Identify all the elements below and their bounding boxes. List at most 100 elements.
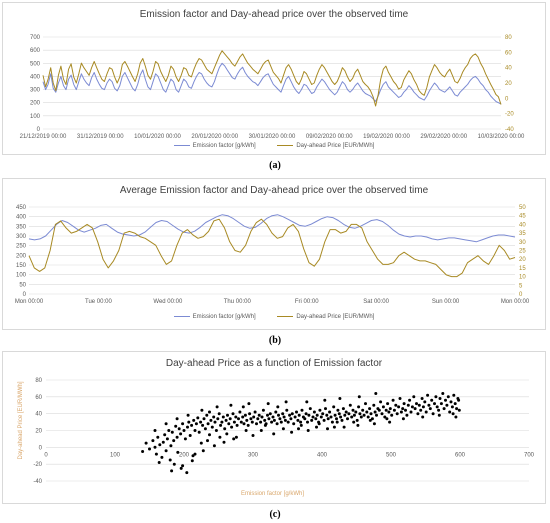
chart-c-point (420, 397, 424, 400)
chart-c-point (323, 398, 327, 402)
chart-a-y-right-tick: -40 (505, 127, 514, 133)
chart-c-point (352, 413, 356, 417)
chart-c-point (454, 415, 458, 419)
chart-c-point (272, 432, 276, 436)
chart-c-point (203, 427, 207, 431)
chart-a-y-left-tick: 600 (30, 48, 41, 54)
chart-a-x-tick: 19/02/2020 00:00 (363, 134, 410, 140)
chart-c-point (434, 395, 438, 399)
chart-c-point (213, 420, 217, 424)
chart-c-point (337, 412, 341, 416)
chart-c-point (394, 403, 398, 407)
chart-c-point (424, 410, 428, 414)
chart-c-y-tick: 40 (35, 412, 42, 418)
chart-c-point (370, 417, 374, 421)
chart-c-x-tick: 200 (179, 452, 190, 458)
legend-emission-swatch (173, 315, 190, 317)
chart-c-point (386, 402, 390, 406)
chart-c-y-tick: 60 (35, 395, 42, 401)
chart-c-point (380, 412, 384, 416)
chart-c-point (455, 407, 459, 411)
chart-c-point (167, 429, 171, 432)
chart-c-point (186, 425, 189, 429)
chart-c-point (369, 412, 373, 416)
chart-c-point (232, 437, 236, 441)
chart-c-point (338, 397, 342, 400)
chart-b-y-right-tick: 35 (519, 231, 526, 237)
chart-c-point (352, 420, 356, 424)
chart-c-point (405, 413, 409, 417)
chart-b-y-right-tick: 20 (519, 257, 526, 263)
chart-c-point (326, 417, 330, 421)
chart-c-y-tick: 20 (35, 429, 42, 435)
chart-c-point (413, 407, 417, 411)
chart-c-point (435, 405, 439, 409)
chart-b-x-tick: Fri 00:00 (295, 299, 319, 305)
legend-emission-swatch (173, 144, 190, 146)
chart-c-point (402, 402, 406, 406)
chart-c-point (300, 408, 304, 412)
chart-c-point (441, 392, 445, 395)
chart-c-y-tick: -20 (33, 462, 42, 468)
chart-c-point (179, 432, 183, 436)
chart-c-point (341, 407, 345, 411)
chart-c-point (249, 417, 253, 421)
chart-a-x-tick: 29/02/2020 00:00 (420, 134, 467, 140)
chart-c-point (450, 405, 454, 409)
chart-c-point (333, 413, 337, 417)
chart-c-point (253, 410, 257, 414)
chart-c-point (453, 402, 457, 406)
chart-c-point (202, 417, 206, 421)
chart-c-point (174, 424, 178, 428)
chart-a-emission-line (42, 62, 502, 105)
chart-a-y-right-tick: 0 (505, 96, 509, 102)
chart-c-point (444, 398, 447, 402)
chart-c-point (419, 408, 423, 412)
chart-b-y-left-tick: 0 (23, 292, 27, 298)
chart-c-point (344, 410, 348, 414)
chart-c-point (263, 423, 267, 427)
chart-c-point (182, 429, 186, 432)
chart-c-point (181, 422, 185, 426)
chart-c-point (373, 410, 377, 414)
chart-c-point (388, 407, 392, 411)
chart-c-point (448, 410, 452, 414)
chart-c-point (317, 422, 321, 426)
chart-c-point (201, 449, 205, 453)
chart-c-point (445, 403, 449, 407)
chart-c-point (335, 420, 339, 424)
chart-c-point (172, 462, 176, 466)
chart-c-point (206, 422, 210, 426)
chart-c-point (311, 415, 315, 419)
chart-c-point (175, 435, 179, 439)
chart-c-point (256, 417, 260, 421)
chart-a-y-left-tick: 100 (30, 114, 41, 120)
chart-c-point (297, 413, 301, 417)
legend-price-label: Day-ahead Price [EUR/MWh] (296, 314, 375, 320)
chart-c-point (226, 413, 229, 417)
chart-c-x-tick: 0 (44, 452, 48, 458)
chart-a-y-right-tick: 20 (505, 81, 512, 87)
chart-c-point (259, 420, 263, 424)
chart-c-point (388, 420, 392, 424)
chart-c-point (439, 402, 443, 406)
legend-price-swatch (277, 144, 294, 146)
chart-c-point (260, 415, 264, 419)
chart-c-point (346, 417, 349, 421)
chart-c-point (257, 413, 261, 417)
chart-c-point (186, 413, 190, 417)
chart-c-point (214, 429, 218, 432)
chart-c-point (305, 400, 309, 404)
chart-c-point (321, 412, 325, 416)
chart-c-point (199, 441, 203, 445)
chart-c-point (193, 429, 197, 432)
chart-c-point (379, 400, 383, 404)
chart-b-y-left-tick: 300 (16, 234, 27, 240)
chart-c-point (365, 410, 369, 414)
chart-a-y-right-tick: 80 (505, 35, 512, 41)
chart-c-point (293, 415, 297, 419)
chart-b-x-tick: Tue 00:00 (85, 299, 112, 305)
chart-a-y-left-tick: 400 (30, 74, 41, 80)
chart-c-point (175, 417, 179, 421)
